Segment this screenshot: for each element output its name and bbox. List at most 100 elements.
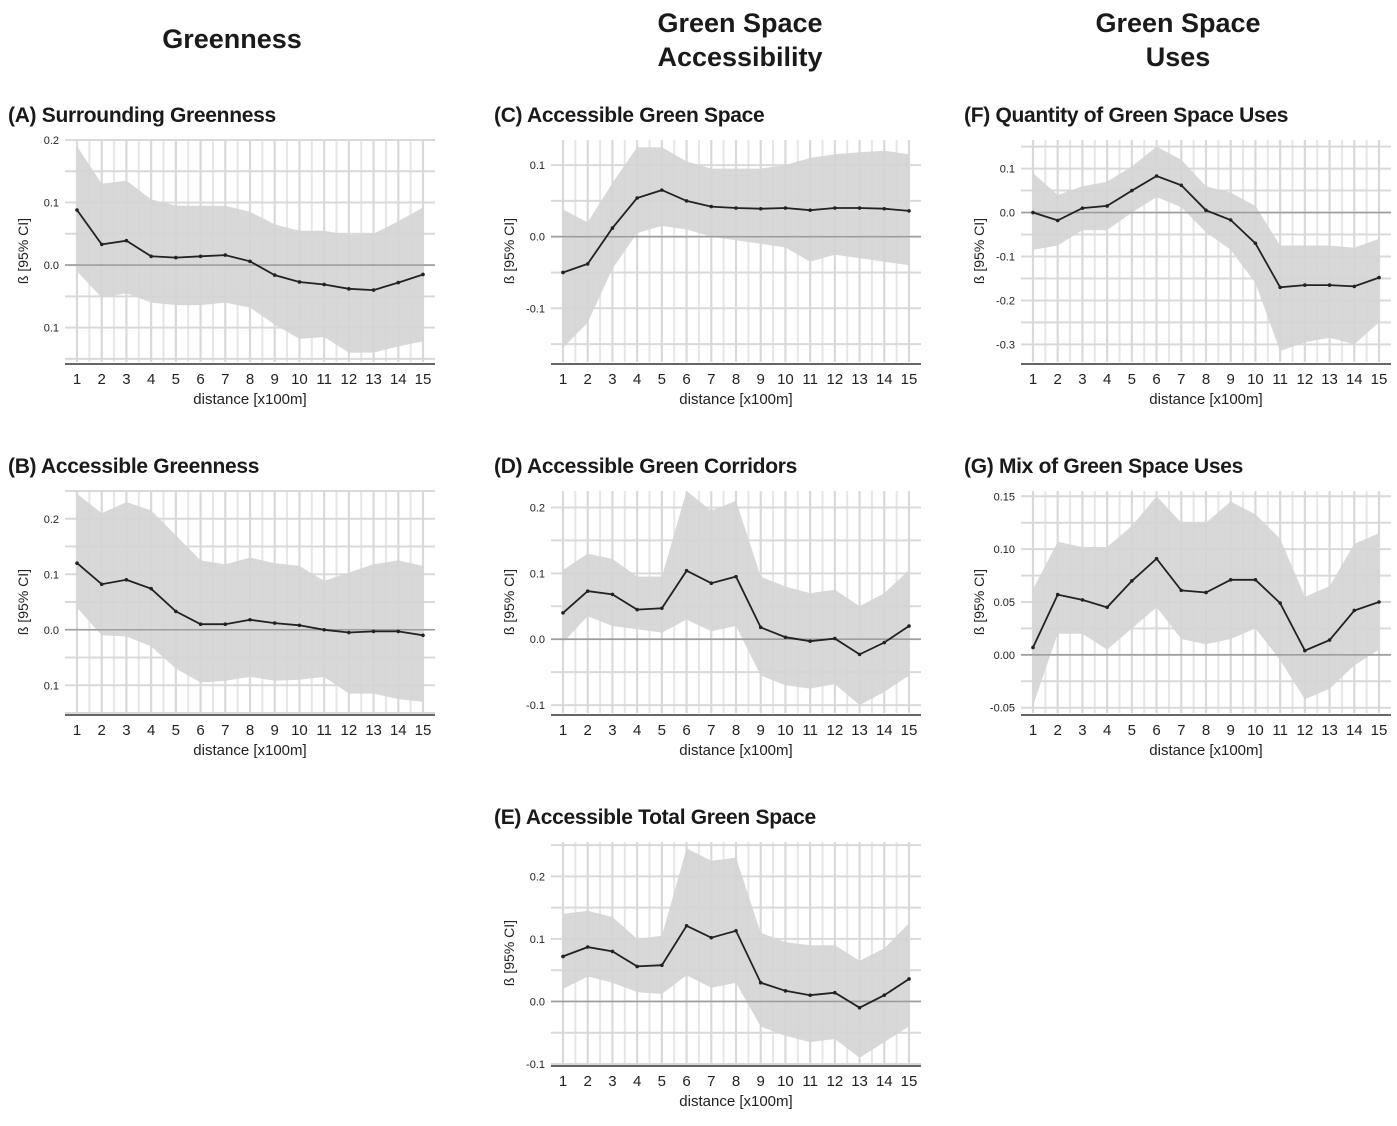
x-tick-label: 13 [365,371,382,388]
y-tick-label: 0.10 [994,544,1015,556]
x-tick-label: 12 [341,371,358,388]
x-tick-label: 11 [802,371,818,388]
data-point [1253,578,1258,582]
data-point [272,273,277,277]
data-point [808,993,812,998]
x-axis-title: distance [x100m] [1149,391,1262,408]
x-tick-label: 1 [1029,371,1037,388]
data-point [1080,206,1085,210]
data-point [709,935,714,940]
data-point [1154,174,1159,178]
data-point [709,581,714,586]
data-point [561,954,565,959]
x-tick-label: 6 [1152,722,1160,739]
x-tick-label: 1 [559,722,567,739]
confidence-band [563,147,909,348]
x-axis-title: distance [x100m] [679,391,792,408]
panel-b-accessible-greenness: (B) Accessible Greenness 1 2 3 4 5 6 7 8 9 10 11 12… [8,455,448,775]
data-point [561,611,565,615]
data-point [1080,598,1085,602]
x-tick-label: 12 [1297,371,1314,388]
x-tick-label: 3 [608,1073,616,1090]
x-tick-label: 14 [1346,722,1363,739]
x-tick-label: 13 [365,722,382,739]
data-point [808,208,812,212]
y-tick-label: 0.0 [44,625,59,637]
data-point [808,639,812,643]
x-tick-label: 5 [172,371,180,388]
y-tick-label: -0.1 [996,251,1015,263]
data-point [833,636,837,641]
x-axis-title: distance [x100m] [193,742,306,759]
x-tick-label: 4 [633,1073,641,1090]
data-point [684,568,689,573]
x-tick-label: 12 [341,722,358,739]
x-tick-label: 7 [221,722,229,739]
y-tick-label: 0.1 [530,160,545,172]
data-point [1278,601,1282,605]
x-tick-label: 14 [390,371,407,388]
x-tick-label: 15 [901,1073,918,1090]
data-point [1327,283,1332,287]
data-point [272,621,277,625]
data-point [882,206,887,211]
x-tick-label: 4 [147,371,155,388]
data-point [585,589,590,593]
x-tick-label: 3 [122,371,130,388]
y-tick-label: 0.00 [994,650,1015,662]
data-point [1130,579,1134,583]
column-header-greenness-line: Greenness [162,24,302,54]
data-point [124,578,129,582]
y-tick-label: 0.1 [44,323,59,335]
x-tick-label: 11 [1272,371,1288,388]
data-point [1303,283,1307,287]
x-tick-label: 15 [1371,371,1388,388]
panel-c-accessible-green-space: (C) Accessible Green Space 1 2 3 4 5 6 7 8 9 10 11… [494,104,934,424]
x-tick-label: 14 [876,1073,893,1090]
confidence-band [77,146,423,353]
x-tick-label: 3 [608,371,616,388]
x-tick-label: 8 [1202,371,1210,388]
confidence-band [1033,496,1379,706]
x-tick-label: 2 [98,371,106,388]
data-point [857,652,862,657]
data-point [783,635,788,640]
x-tick-label: 12 [827,371,844,388]
data-point [907,209,911,213]
data-point [684,923,689,928]
column-header-uses-line-1: Green Space [1095,8,1261,38]
x-axis-title: distance [x100m] [193,391,306,408]
x-axis-title: distance [x100m] [1149,742,1262,759]
y-tick-label: -0.2 [996,295,1015,307]
x-tick-label: 7 [707,722,715,739]
data-point [684,199,689,203]
data-point [1179,183,1184,188]
data-point [1377,600,1381,604]
x-tick-label: 1 [73,371,81,388]
x-tick-label: 4 [147,722,155,739]
y-tick-label: 0.0 [530,634,545,646]
x-tick-label: 4 [633,722,641,739]
y-tick-label: 0.0 [44,260,59,272]
x-tick-label: 8 [732,722,740,739]
data-point [1352,608,1357,613]
data-point [297,280,302,284]
x-tick-label: 8 [1202,722,1210,739]
column-header-accessibility-line-1: Green Space [657,8,823,38]
y-axis-title: ß [95% CI] [971,218,987,284]
x-tick-label: 3 [1078,371,1086,388]
data-point [783,206,788,210]
x-tick-label: 11 [1272,722,1288,739]
data-point [1031,645,1035,650]
data-point [907,624,911,628]
column-header-uses: Green Space Uses [1018,6,1338,74]
chart-d: 1 2 3 4 5 6 7 8 9 10 11 12 13 14 15-0.10.00.10.2distan… [501,491,921,759]
y-tick-label: -0.05 [990,703,1015,715]
data-point [248,617,252,622]
data-point [347,630,351,635]
x-tick-label: 4 [1103,722,1111,739]
x-tick-label: 1 [559,1073,567,1090]
data-point [585,945,590,949]
x-tick-label: 2 [1054,722,1062,739]
panel-g-mix-of-green-space-uses: (G) Mix of Green Space Uses 1 2 3 4 5 6 7 8 9 10 1… [964,455,1397,775]
